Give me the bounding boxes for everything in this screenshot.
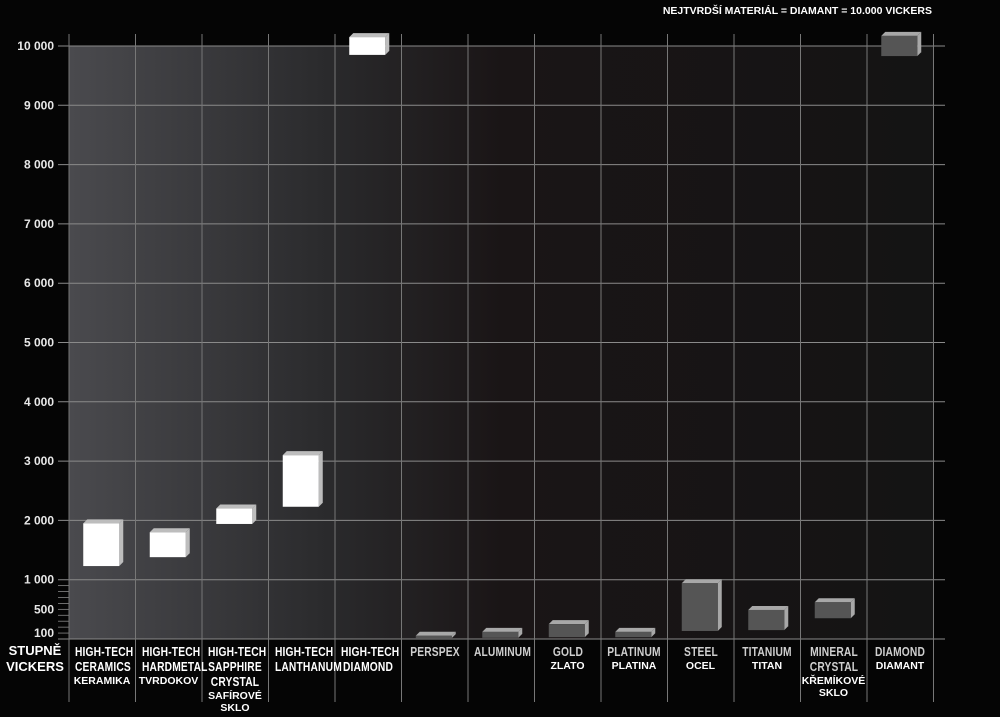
bar-top-face	[349, 33, 390, 38]
category-label: PLATINUM PLATINA	[601, 645, 667, 672]
bar-top-face	[415, 631, 456, 636]
bar-side-face	[185, 528, 190, 558]
category-label: PERSPEX	[402, 645, 468, 660]
category-label: MINERAL CRYSTAL KŘEMÍKOVÉ SKLO	[801, 645, 867, 699]
bar-top-face	[149, 528, 190, 533]
bar-top-face	[216, 504, 257, 509]
y-tick-label: 500	[34, 602, 54, 616]
bar-side-face	[850, 598, 855, 619]
category-label: STEEL OCEL	[668, 645, 734, 672]
bar-top-face	[548, 620, 589, 625]
bar-high-tech-ceramics	[83, 523, 120, 567]
bar-top-face	[814, 598, 855, 603]
bar-top-face	[482, 627, 523, 632]
bar-top-face	[881, 31, 922, 36]
category-label: TITANIUM TITAN	[734, 645, 800, 672]
category-name: GOLD	[552, 645, 583, 659]
category-label: HIGH-TECH HARDMETAL TVRDOKOV	[136, 645, 208, 687]
y-tick-label: 6 000	[24, 276, 54, 290]
bar-side-face	[385, 33, 390, 55]
bar-high-tech-hardmetal	[149, 532, 186, 558]
category-label: DIAMOND DIAMANT	[867, 645, 933, 672]
bar-side-face	[119, 519, 124, 567]
bar-steel	[681, 583, 718, 631]
bar-high-tech-diamond	[349, 37, 386, 55]
y-tick-label: 100	[34, 626, 54, 640]
category-name: HIGH-TECH LANTHANUM	[274, 645, 342, 674]
bar-top-face	[748, 605, 789, 610]
category-label: ALUMINUM	[468, 645, 534, 660]
bar-perspex	[415, 635, 452, 639]
category-label: GOLD ZLATO	[535, 645, 601, 672]
bar-top-face	[615, 627, 656, 632]
category-sublabel: KERAMIKA	[73, 675, 131, 687]
bar-side-face	[784, 605, 789, 631]
bar-side-face	[717, 579, 722, 631]
category-name: MINERAL CRYSTAL	[809, 645, 858, 674]
bar-aluminum	[482, 631, 519, 638]
category-name: HIGH-TECH SAPPHIRE CRYSTAL	[207, 645, 267, 689]
bar-gold	[548, 624, 585, 638]
bar-high-tech-sapphire-crystal	[216, 508, 253, 524]
category-name: HIGH-TECH HARDMETAL	[141, 645, 208, 674]
bar-high-tech-lanthanum	[282, 455, 319, 507]
y-axis-title: STUPNĚ VICKERS	[6, 643, 64, 674]
bar-platinum	[615, 631, 652, 638]
category-label: HIGH-TECH DIAMOND	[335, 645, 401, 675]
category-label: HIGH-TECH CERAMICS KERAMIKA	[69, 645, 135, 687]
y-tick-label: 7 000	[24, 217, 54, 231]
y-tick-label: 4 000	[24, 395, 54, 409]
category-name: HIGH-TECH DIAMOND	[340, 645, 400, 674]
y-tick-label: 8 000	[24, 158, 54, 172]
bar-top-face	[681, 579, 722, 584]
bar-diamond	[881, 35, 918, 57]
category-name: PERSPEX	[409, 645, 460, 659]
y-tick-label: 10 000	[17, 39, 54, 53]
category-sublabel: ZLATO	[550, 660, 585, 672]
bar-side-face	[651, 627, 656, 638]
bar-top-face	[282, 451, 323, 456]
category-label: HIGH-TECH LANTHANUM	[269, 645, 342, 675]
y-tick-label: 5 000	[24, 336, 54, 350]
category-label: HIGH-TECH SAPPHIRE CRYSTAL SAFÍROVÉ SKLO	[202, 645, 268, 714]
category-name: STEEL	[683, 645, 718, 659]
chart-note: NEJTVRDŠÍ MATERIÁL = DIAMANT = 10.000 VI…	[662, 5, 932, 17]
category-sublabel: OCEL	[685, 660, 716, 672]
y-tick-label: 1 000	[24, 573, 54, 587]
bar-side-face	[318, 451, 323, 507]
bar-side-face	[451, 631, 456, 639]
category-name: PLATINUM	[607, 645, 661, 659]
bar-side-face	[584, 620, 589, 638]
category-sublabel: PLATINA	[611, 660, 657, 672]
bar-top-face	[83, 519, 124, 524]
bar-side-face	[518, 627, 523, 638]
bar-mineral-crystal	[814, 602, 851, 619]
bar-titanium	[748, 609, 785, 631]
category-name: TITANIUM	[742, 645, 792, 659]
category-name: ALUMINUM	[473, 645, 532, 659]
bar-side-face	[917, 31, 922, 57]
category-name: DIAMOND	[874, 645, 926, 659]
category-name: HIGH-TECH CERAMICS	[74, 645, 134, 674]
y-tick-label: 9 000	[24, 98, 54, 112]
category-sublabel: TITAN	[751, 660, 783, 672]
y-tick-label: 2 000	[24, 513, 54, 527]
category-sublabel: TVRDOKOV	[138, 675, 199, 687]
category-sublabel: DIAMANT	[875, 660, 925, 672]
category-sublabel: KŘEMÍKOVÉ SKLO	[801, 675, 866, 699]
y-tick-label: 3 000	[24, 454, 54, 468]
bar-side-face	[252, 504, 257, 524]
category-sublabel: SAFÍROVÉ SKLO	[208, 690, 262, 714]
